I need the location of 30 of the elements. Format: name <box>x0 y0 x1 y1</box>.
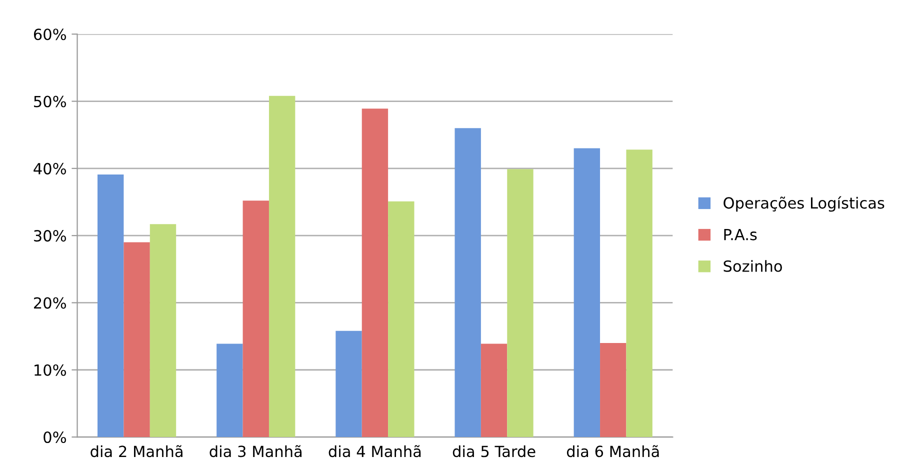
bar <box>268 96 296 438</box>
legend-label: Sozinho <box>724 260 782 272</box>
y-tick-label: 20% <box>34 297 66 309</box>
legend-label: Operações Logísticas <box>724 196 884 212</box>
bar <box>507 169 534 438</box>
bar <box>388 201 414 438</box>
x-tick-label: dia 5 Tarde <box>452 445 536 458</box>
bar <box>98 174 124 438</box>
x-tick-label: dia 3 Manhã <box>210 445 302 458</box>
legend-label: P.A.s <box>724 228 757 240</box>
bar <box>216 344 243 438</box>
bar <box>124 242 150 438</box>
bar <box>362 108 388 438</box>
bar <box>454 128 481 438</box>
bar <box>480 344 508 438</box>
bar <box>574 148 600 438</box>
bar <box>626 150 652 438</box>
x-tick-label: dia 6 Manhã <box>566 445 659 458</box>
y-tick-label: 30% <box>34 230 66 242</box>
y-tick-label: 50% <box>34 96 66 108</box>
x-tick-label: dia 4 Manhã <box>328 445 421 458</box>
y-tick-label: 60% <box>34 28 66 40</box>
bar <box>600 343 626 438</box>
bar <box>150 224 176 438</box>
bar <box>336 330 362 438</box>
y-tick-label: 0% <box>44 431 66 444</box>
bar <box>242 200 269 438</box>
y-tick-label: 10% <box>34 364 66 376</box>
x-tick-label: dia 2 Manhã <box>90 445 182 458</box>
y-tick-label: 40% <box>34 162 66 174</box>
